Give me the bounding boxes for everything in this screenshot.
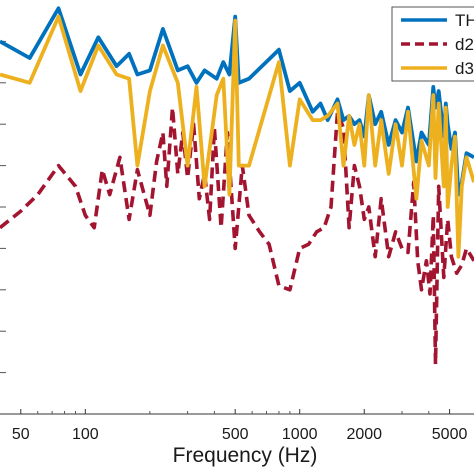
legend: TH d2 d3: [391, 6, 474, 82]
series-line-d2: [0, 105, 474, 367]
series-layer: [0, 6, 474, 367]
x-tick-label: 1000: [282, 426, 318, 443]
x-tick-label: 2000: [346, 426, 382, 443]
series-line-d3: [0, 14, 474, 259]
x-tick-label: 100: [72, 426, 99, 443]
legend-label-th: TH: [455, 11, 474, 30]
x-axis-ticks: 50 100 500 1000 2000 5000: [12, 409, 468, 443]
y-axis-ticks: [0, 40, 6, 374]
series-line-th: [0, 6, 474, 197]
x-tick-label: 50: [12, 426, 30, 443]
x-tick-label: 5000: [432, 426, 468, 443]
x-axis-label: Frequency (Hz): [173, 444, 318, 467]
x-tick-label: 500: [222, 426, 249, 443]
legend-label-d3: d3: [455, 59, 474, 78]
legend-label-d2: d2: [455, 35, 474, 54]
